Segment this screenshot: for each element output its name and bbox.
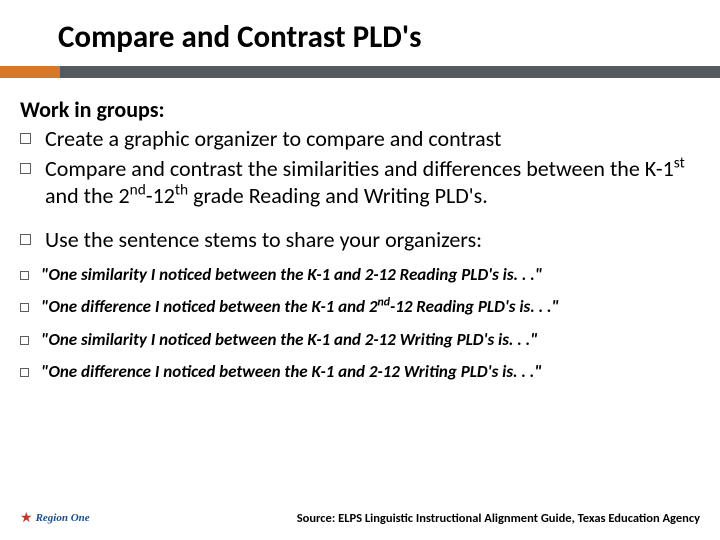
footer: ★ Region One Source: ELPS Linguistic Ins… (20, 509, 700, 526)
bullet-text: "One similarity I noticed between the K-… (41, 330, 538, 350)
bullet-text: Compare and contrast the similarities an… (45, 155, 700, 210)
bullet-text: "One difference I noticed between the K-… (41, 297, 559, 317)
bullet-box-icon (20, 234, 31, 245)
bullet-box-icon (20, 133, 31, 144)
bullet-item: "One difference I noticed between the K-… (20, 297, 700, 317)
star-icon: ★ (20, 509, 33, 526)
bullet-text: "One difference I noticed between the K-… (41, 362, 542, 382)
bullet-box-icon (20, 271, 29, 280)
bullet-item: "One difference I noticed between the K-… (20, 362, 700, 382)
bullet-item: Use the sentence stems to share your org… (20, 226, 700, 254)
bullet-box-icon (20, 303, 29, 312)
slide-content: Work in groups: Create a graphic organiz… (0, 78, 720, 383)
bullet-text: Create a graphic organizer to compare an… (45, 125, 501, 153)
bullet-box-icon (20, 163, 31, 174)
bullet-item: Compare and contrast the similarities an… (20, 155, 700, 210)
bullet-item: Create a graphic organizer to compare an… (20, 125, 700, 153)
bullet-text: "One similarity I noticed between the K-… (41, 265, 542, 285)
slide-title: Compare and Contrast PLD's (58, 18, 720, 56)
source-citation: Source: ELPS Linguistic Instructional Al… (297, 511, 700, 526)
accent-divider (0, 66, 720, 78)
logo-text: Region One (36, 512, 90, 524)
bullet-box-icon (20, 336, 29, 345)
intro-text: Work in groups: (20, 96, 700, 123)
bullet-text: Use the sentence stems to share your org… (45, 226, 482, 254)
bullet-item: "One similarity I noticed between the K-… (20, 330, 700, 350)
bullet-box-icon (20, 368, 29, 377)
region-logo: ★ Region One (20, 509, 90, 526)
bullet-item: "One similarity I noticed between the K-… (20, 265, 700, 285)
